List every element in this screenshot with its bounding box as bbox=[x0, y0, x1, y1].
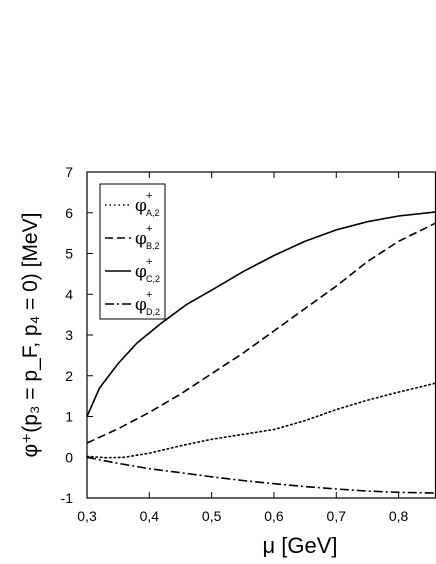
series-line-c-2 bbox=[86, 211, 436, 417]
legend-label-sub: D,2 bbox=[146, 307, 160, 317]
y-axis-title: φ⁺(p₃ = p_F, p₄ = 0) [MeV] bbox=[19, 213, 42, 458]
x-tick-label: 0,4 bbox=[140, 508, 160, 524]
y-tick-label: 3 bbox=[65, 327, 73, 343]
legend-label: φ bbox=[135, 295, 147, 315]
x-tick-label: 0,5 bbox=[202, 508, 222, 524]
y-tick-label: 5 bbox=[65, 246, 73, 262]
legend-label-sup: + bbox=[146, 256, 152, 268]
y-tick-label: -1 bbox=[61, 490, 74, 506]
legend-label-sup: + bbox=[146, 190, 152, 202]
series-line-b-2 bbox=[86, 222, 436, 444]
legend-label: φ bbox=[135, 262, 147, 282]
legend-box bbox=[99, 183, 166, 320]
y-tick-label: 0 bbox=[65, 449, 73, 465]
x-tick-label: 0,6 bbox=[264, 508, 284, 524]
y-tick-label: 2 bbox=[65, 368, 73, 384]
series-line-a-2 bbox=[86, 382, 436, 459]
x-axis-title: μ [GeV] bbox=[262, 533, 337, 558]
x-tick-label: 0,7 bbox=[327, 508, 347, 524]
legend-label: φ bbox=[135, 229, 147, 249]
x-tick-label: 0,3 bbox=[77, 508, 97, 524]
legend-label-sub: A,2 bbox=[146, 208, 160, 218]
x-tick-label: 0,8 bbox=[389, 508, 409, 524]
y-tick-label: 4 bbox=[65, 286, 73, 302]
y-tick-label: 6 bbox=[65, 205, 73, 221]
legend-label-sub: B,2 bbox=[146, 241, 160, 251]
legend-label-sup: + bbox=[146, 223, 152, 235]
series-line-d-2 bbox=[86, 456, 436, 494]
legend-label-sup: + bbox=[146, 289, 152, 301]
y-tick-label: 1 bbox=[65, 409, 73, 425]
legend-label-sub: C,2 bbox=[146, 274, 160, 284]
y-tick-label: 7 bbox=[65, 164, 73, 180]
legend-label: φ bbox=[135, 196, 147, 216]
